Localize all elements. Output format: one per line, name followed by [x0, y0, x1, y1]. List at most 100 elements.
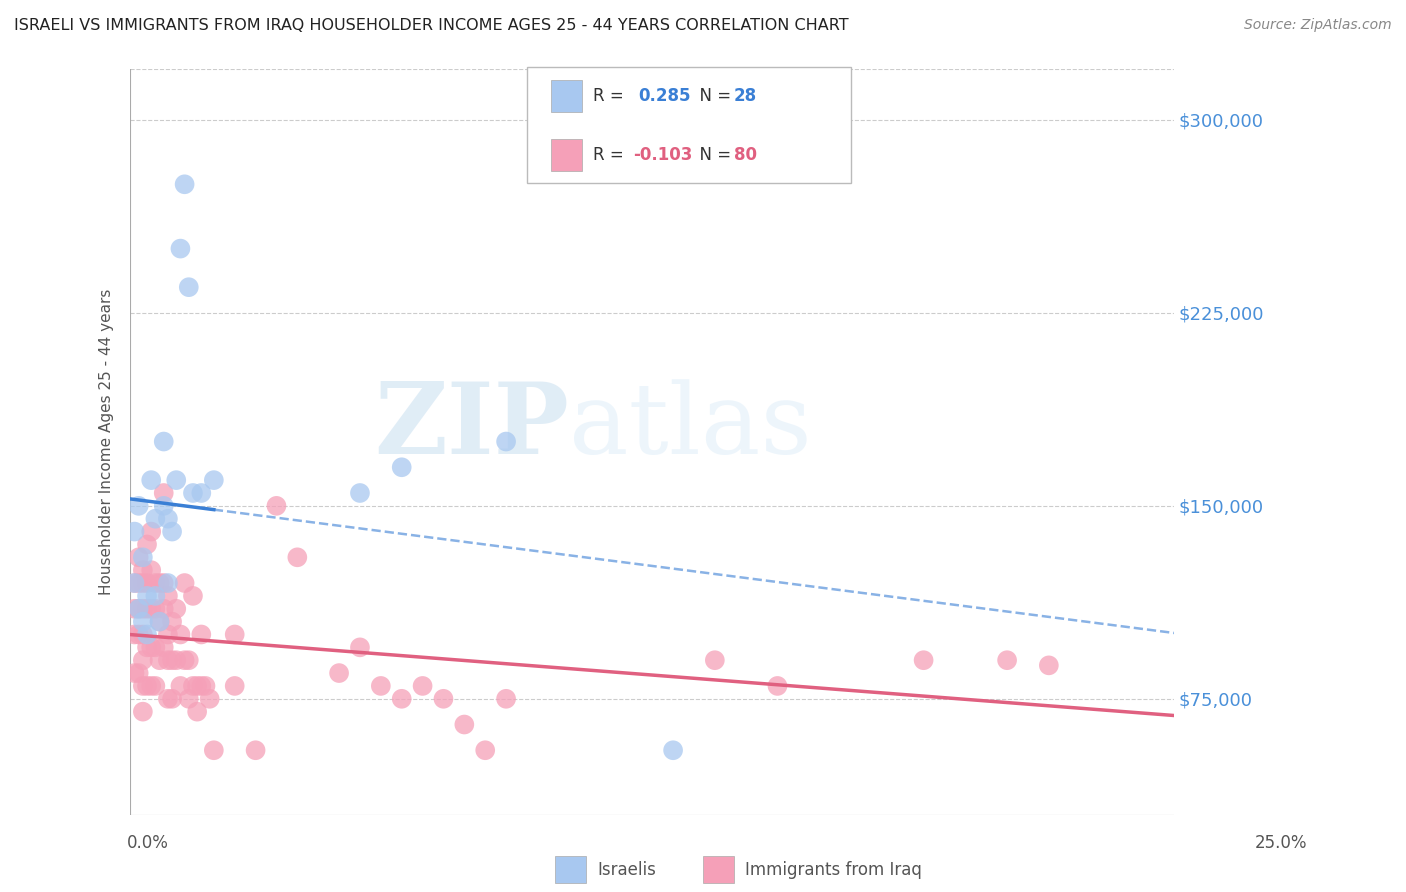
Point — [453, 717, 475, 731]
Point — [128, 550, 150, 565]
Point — [160, 653, 183, 667]
Point — [128, 627, 150, 641]
Point — [124, 576, 146, 591]
Point — [128, 666, 150, 681]
Point — [194, 679, 217, 693]
Point — [198, 691, 221, 706]
Text: 28: 28 — [734, 87, 756, 105]
Point — [132, 705, 155, 719]
Point — [136, 640, 159, 655]
Text: Immigrants from Iraq: Immigrants from Iraq — [745, 861, 922, 879]
Text: ISRAELI VS IMMIGRANTS FROM IRAQ HOUSEHOLDER INCOME AGES 25 - 44 YEARS CORRELATIO: ISRAELI VS IMMIGRANTS FROM IRAQ HOUSEHOL… — [14, 18, 849, 33]
Point — [766, 679, 789, 693]
Point — [128, 576, 150, 591]
Point — [152, 499, 174, 513]
Point — [202, 743, 225, 757]
Point — [391, 691, 413, 706]
Point — [132, 615, 155, 629]
Point — [124, 666, 146, 681]
Point — [132, 563, 155, 577]
Point — [145, 640, 167, 655]
Point — [128, 499, 150, 513]
Point — [1038, 658, 1060, 673]
Point — [145, 589, 167, 603]
Point — [156, 691, 179, 706]
Point — [156, 576, 179, 591]
Text: N =: N = — [689, 87, 737, 105]
Point — [152, 640, 174, 655]
Point — [136, 537, 159, 551]
Point — [141, 679, 163, 693]
Point — [169, 679, 191, 693]
Point — [132, 627, 155, 641]
Point — [160, 524, 183, 539]
Point — [224, 679, 246, 693]
Point — [432, 691, 454, 706]
Point — [132, 576, 155, 591]
Text: 0.0%: 0.0% — [127, 834, 169, 852]
Text: atlas: atlas — [568, 379, 811, 475]
Point — [152, 486, 174, 500]
Point — [156, 512, 179, 526]
Text: ZIP: ZIP — [374, 378, 568, 475]
Point — [474, 743, 496, 757]
Point — [132, 550, 155, 565]
Point — [132, 653, 155, 667]
Point — [124, 601, 146, 615]
Point — [495, 434, 517, 449]
Point — [145, 601, 167, 615]
Point — [995, 653, 1018, 667]
Point — [136, 679, 159, 693]
Text: 0.285: 0.285 — [638, 87, 690, 105]
Text: R =: R = — [593, 87, 634, 105]
Point — [285, 550, 308, 565]
Point — [128, 601, 150, 615]
Point — [160, 691, 183, 706]
Point — [145, 576, 167, 591]
Point — [703, 653, 725, 667]
Point — [136, 576, 159, 591]
Point — [202, 473, 225, 487]
Point — [173, 653, 195, 667]
Point — [169, 242, 191, 256]
Point — [148, 615, 170, 629]
Point — [141, 524, 163, 539]
Point — [128, 601, 150, 615]
Text: Source: ZipAtlas.com: Source: ZipAtlas.com — [1244, 18, 1392, 32]
Point — [177, 653, 200, 667]
Point — [190, 679, 212, 693]
Point — [165, 653, 187, 667]
Point — [145, 512, 167, 526]
Text: 25.0%: 25.0% — [1256, 834, 1308, 852]
Point — [370, 679, 392, 693]
Point — [173, 178, 195, 192]
Point — [181, 589, 204, 603]
Point — [156, 653, 179, 667]
Point — [145, 679, 167, 693]
Text: -0.103: -0.103 — [633, 146, 692, 164]
Point — [152, 576, 174, 591]
Point — [190, 627, 212, 641]
Point — [148, 576, 170, 591]
Text: R =: R = — [593, 146, 630, 164]
Point — [186, 679, 208, 693]
Point — [181, 486, 204, 500]
Point — [148, 653, 170, 667]
Point — [165, 601, 187, 615]
Point — [662, 743, 685, 757]
Point — [177, 691, 200, 706]
Point — [173, 576, 195, 591]
Point — [186, 705, 208, 719]
Point — [165, 473, 187, 487]
Point — [391, 460, 413, 475]
Point — [160, 615, 183, 629]
Point — [141, 473, 163, 487]
Point — [177, 280, 200, 294]
Point — [124, 524, 146, 539]
Point — [245, 743, 267, 757]
Point — [136, 627, 159, 641]
Point — [124, 576, 146, 591]
Point — [266, 499, 288, 513]
Point — [136, 589, 159, 603]
Point — [181, 679, 204, 693]
